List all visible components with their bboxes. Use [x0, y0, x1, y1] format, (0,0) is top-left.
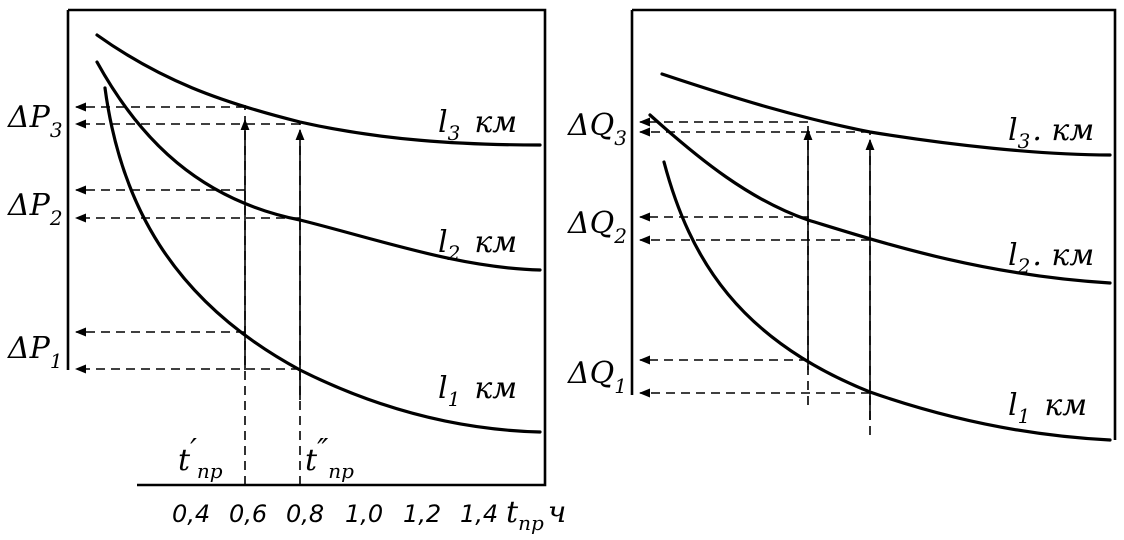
x-tick-0-8: 0,8 — [286, 500, 324, 528]
x-tick-1-4: 1,4 — [460, 500, 498, 528]
x-tick-1-2: 1,2 — [403, 500, 441, 528]
label-l2-left: l2 км — [438, 225, 517, 265]
label-dq3: ΔQ3 — [567, 108, 627, 150]
left-frame — [68, 8, 547, 487]
x-tick-0-4: 0,4 — [172, 500, 210, 528]
label-l1-left: l1 км — [438, 371, 517, 411]
curve-l1-right — [662, 160, 1112, 442]
curve-l2-right — [648, 113, 1112, 285]
label-dp2: ΔP2 — [7, 188, 63, 230]
x-axis-label: tпр ч — [506, 495, 566, 535]
label-l2-right: l2. км — [1008, 238, 1094, 278]
label-t-double-prime: t″пр — [305, 433, 354, 483]
label-dp3: ΔP3 — [7, 100, 63, 142]
label-dq1: ΔQ1 — [567, 356, 627, 398]
label-t-prime: t′пр — [178, 433, 223, 483]
label-dp1: ΔP1 — [7, 331, 63, 373]
label-l3-left: l3 км — [438, 105, 517, 145]
right-panel: ΔQ3 ΔQ2 ΔQ1 l3. км l2. км l1 км — [567, 8, 1117, 442]
left-panel: ΔP3 ΔP2 ΔP1 l3 км l2 км l1 км t′пр t″пр 0,4… — [7, 8, 566, 535]
right-frame — [632, 8, 1117, 440]
x-tick-1-0: 1,0 — [345, 500, 383, 528]
label-dq2: ΔQ2 — [567, 206, 627, 248]
curve-l1-left — [103, 86, 542, 434]
label-l3-right: l3. км — [1008, 113, 1094, 153]
label-l1-right: l1 км — [1008, 388, 1087, 428]
x-tick-0-6: 0,6 — [229, 500, 267, 528]
